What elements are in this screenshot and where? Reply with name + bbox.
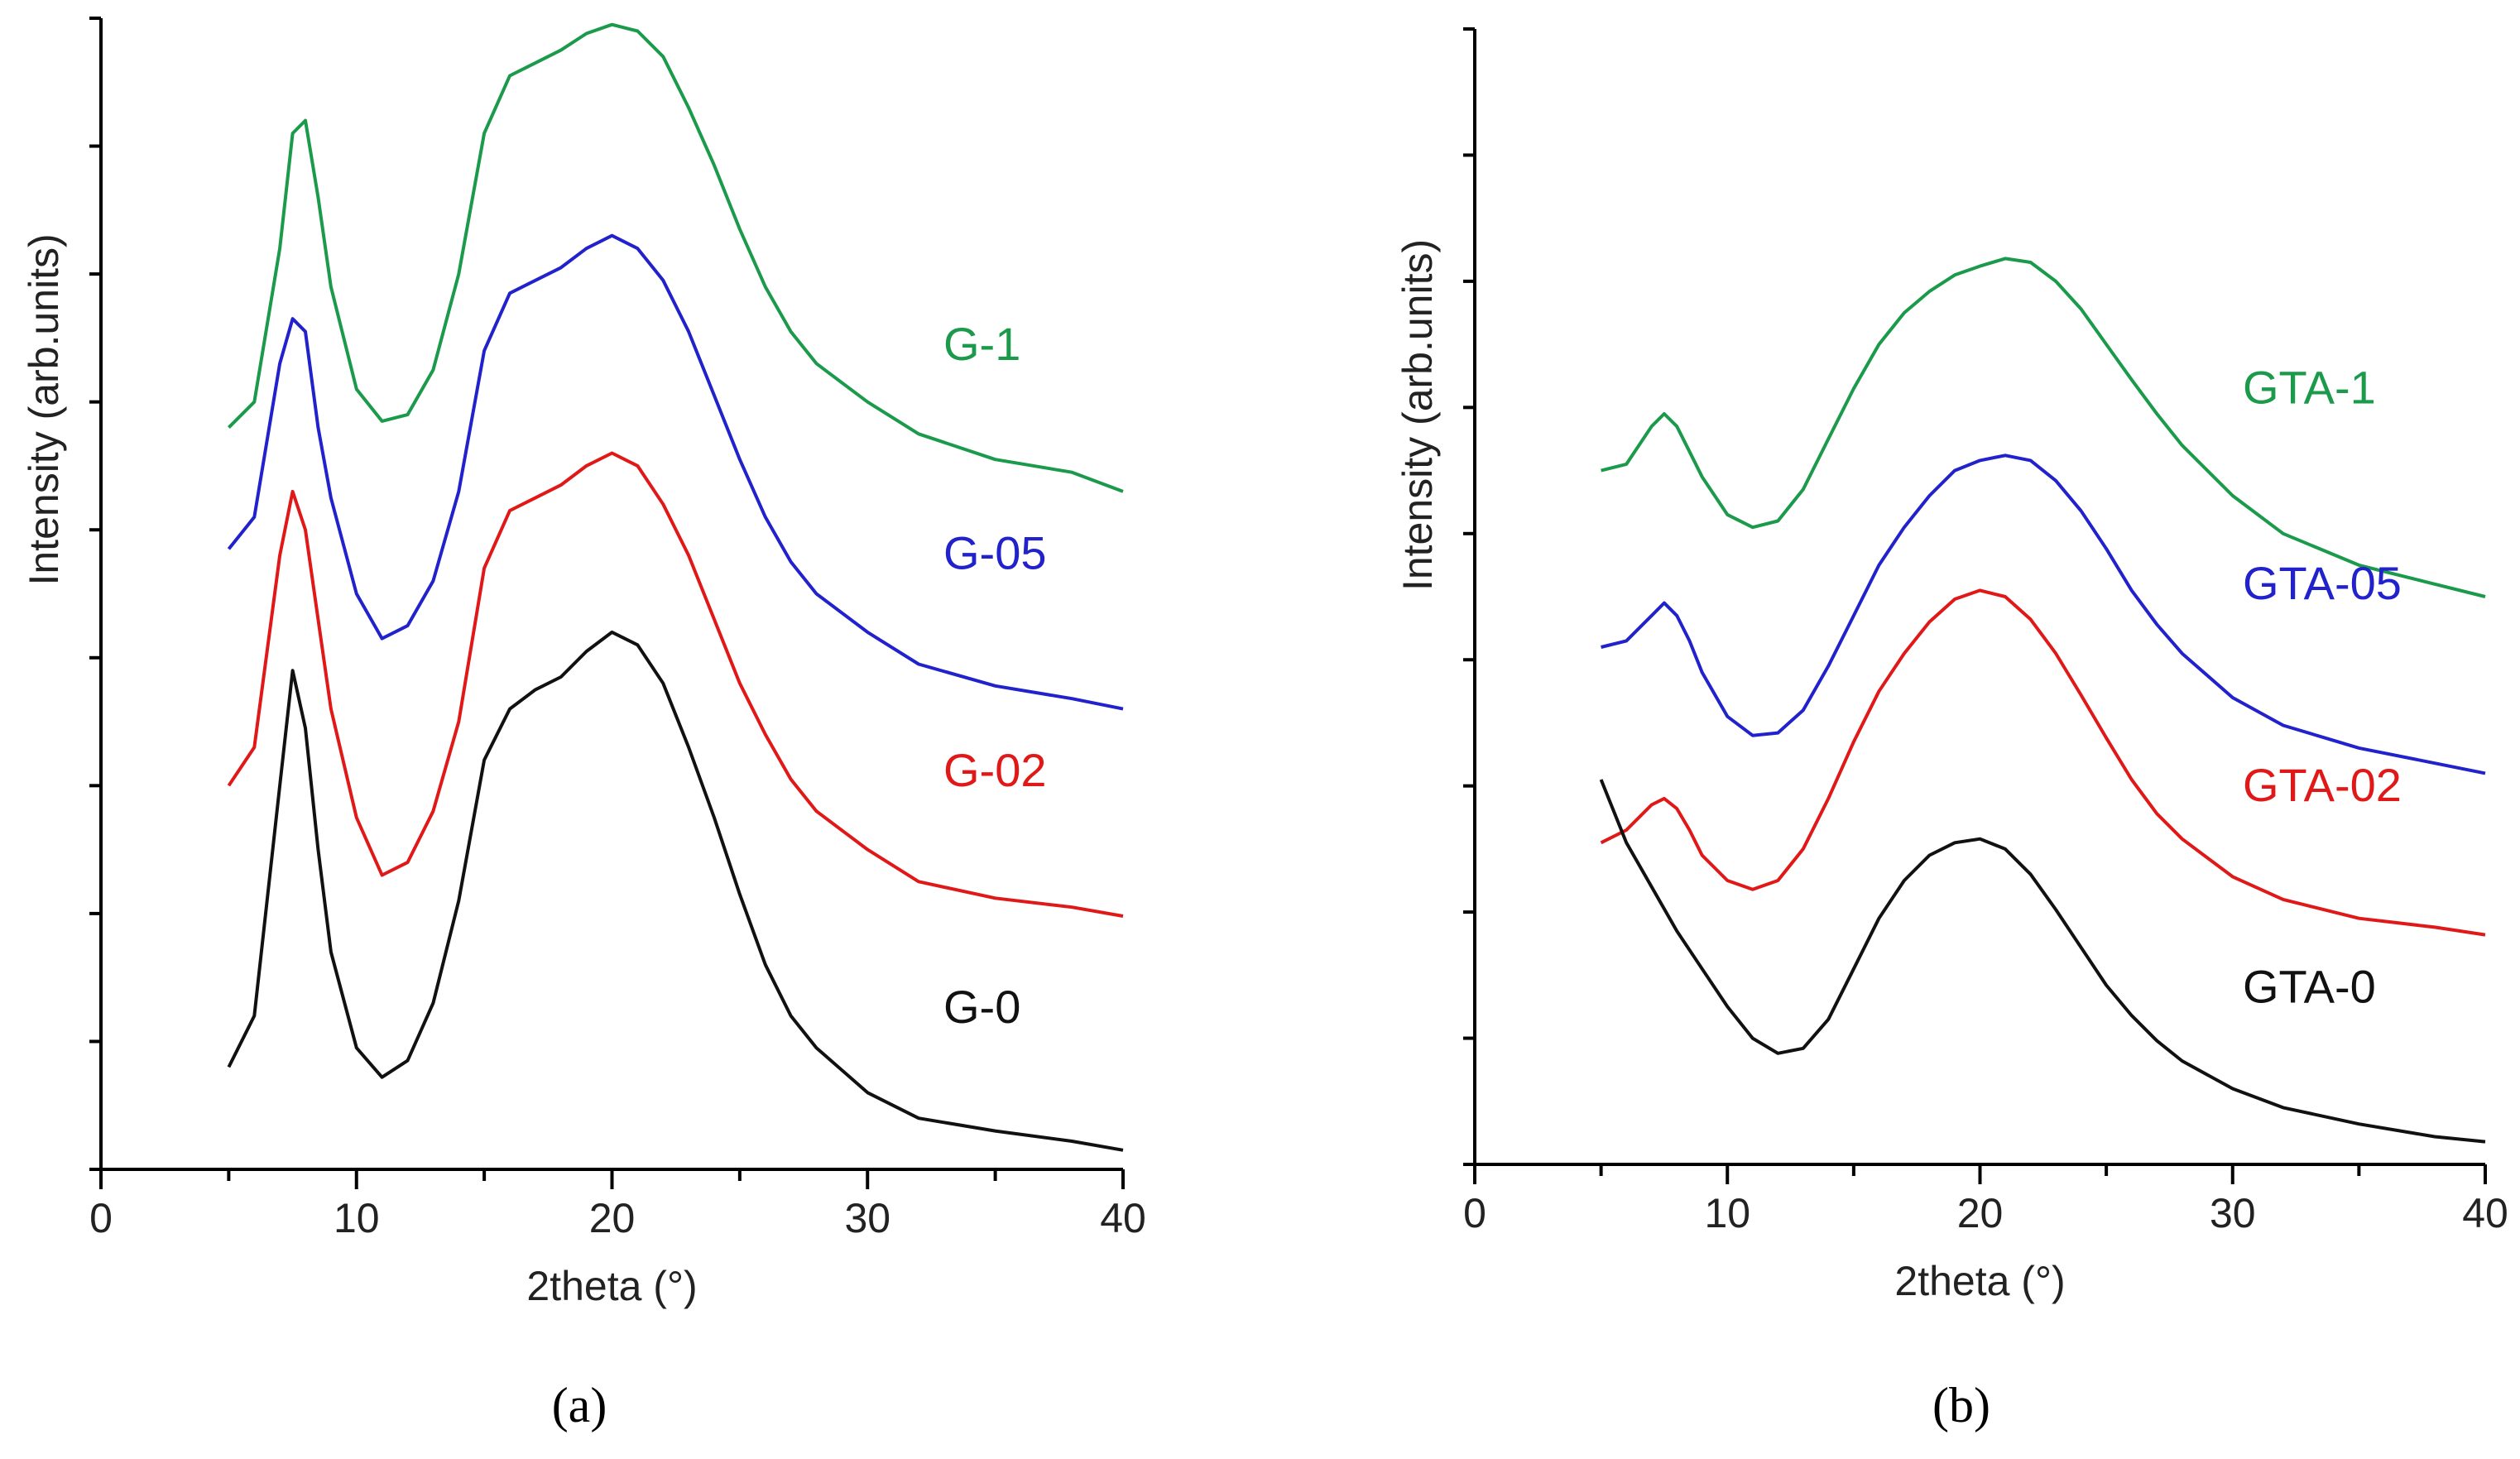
panel-a-axes	[99, 18, 1123, 1171]
panel-a: 0 10 20 30 40 G-1 G-05 G-02 G-0 2theta (°) I…	[21, 17, 1146, 1433]
panel-a-x-tick-label-30: 30	[844, 1195, 890, 1241]
panel-a-caption: (a)	[552, 1378, 607, 1433]
panel-a-y-axis-title: Intensity (arb.units)	[21, 233, 67, 585]
panel-b-x-tick-label-30: 30	[2210, 1190, 2256, 1236]
panel-b-x-tick-label-10: 10	[1704, 1190, 1750, 1236]
series-label-g-05: G-05	[943, 527, 1047, 579]
series-line-gta-0	[1599, 779, 2486, 1144]
panel-b-axes	[1473, 29, 2485, 1166]
series-label-g-02: G-02	[943, 744, 1047, 796]
series-line-gta-05	[1601, 454, 2486, 775]
panel-b-x-tick-label-40: 40	[2462, 1190, 2508, 1236]
panel-b-x-tick-label-20: 20	[1957, 1190, 2004, 1236]
panel-b-series-labels: GTA-1 GTA-05 GTA-02 GTA-0	[2243, 362, 2402, 1013]
panel-a-x-tick-label-0: 0	[89, 1195, 113, 1241]
series-label-g-1: G-1	[943, 318, 1020, 370]
series-label-gta-0: GTA-0	[2243, 961, 2376, 1013]
series-line-g-02	[227, 451, 1124, 918]
panel-a-ticks	[89, 17, 1125, 1189]
series-label-g-0: G-0	[943, 981, 1020, 1033]
panel-b: 0 10 20 30 40 GTA-1 GTA-05 GTA-02 GTA-0 2the…	[1394, 27, 2508, 1433]
series-line-g-1	[227, 22, 1124, 493]
panel-b-series	[1599, 257, 2486, 1144]
series-line-gta-02	[1600, 588, 2486, 937]
series-line-g-0	[227, 630, 1124, 1152]
panel-b-ticks	[1463, 27, 2487, 1184]
panel-a-x-tick-label-10: 10	[334, 1195, 380, 1241]
series-label-gta-05: GTA-05	[2243, 557, 2402, 609]
panel-a-x-axis-title: 2theta (°)	[526, 1263, 697, 1309]
panel-b-xtick-labels: 0 10 20 30 40	[1463, 1190, 2508, 1236]
panel-a-series-labels: G-1 G-05 G-02 G-0	[943, 318, 1047, 1033]
panel-a-x-tick-label-40: 40	[1100, 1195, 1146, 1241]
series-line-g-05	[227, 233, 1124, 711]
series-label-gta-02: GTA-02	[2243, 759, 2402, 811]
panel-b-x-axis-title: 2theta (°)	[1894, 1258, 2065, 1304]
panel-a-xtick-labels: 0 10 20 30 40	[89, 1195, 1146, 1241]
panel-a-series	[227, 22, 1124, 1152]
panel-b-y-axis-title: Intensity (arb.units)	[1394, 239, 1441, 591]
series-line-gta-1	[1601, 257, 2486, 598]
panel-b-caption: (b)	[1932, 1378, 1990, 1433]
panel-b-x-tick-label-0: 0	[1463, 1190, 1486, 1236]
panel-a-x-tick-label-20: 20	[589, 1195, 636, 1241]
series-label-gta-1: GTA-1	[2243, 362, 2376, 414]
